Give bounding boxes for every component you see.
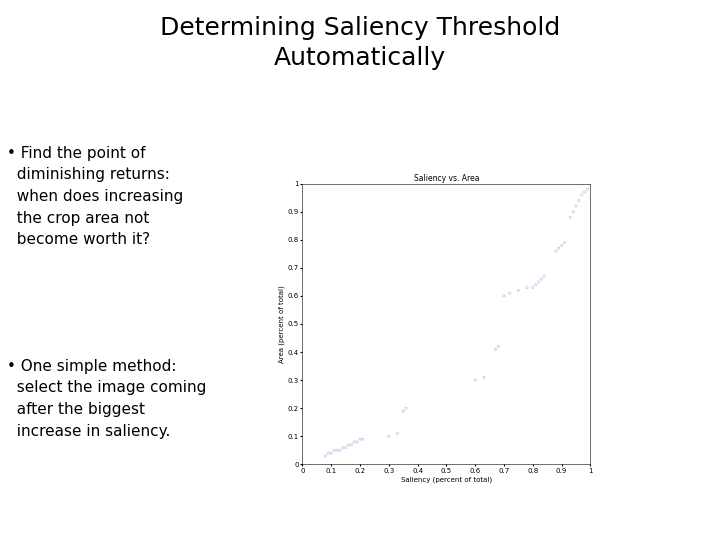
Point bbox=[564, 213, 576, 221]
Point bbox=[351, 437, 363, 446]
Point bbox=[383, 432, 395, 441]
Point bbox=[340, 443, 351, 452]
Point bbox=[533, 278, 544, 286]
Point bbox=[334, 446, 346, 455]
Text: • One simple method:
  select the image coming
  after the biggest
  increase in: • One simple method: select the image co… bbox=[7, 359, 207, 438]
Point bbox=[331, 446, 343, 455]
Point bbox=[392, 429, 403, 438]
Point bbox=[354, 435, 366, 443]
Point bbox=[478, 373, 490, 382]
Point bbox=[573, 196, 585, 205]
Point bbox=[536, 275, 547, 284]
Text: Determining Saliency Threshold
Automatically: Determining Saliency Threshold Automatic… bbox=[160, 16, 560, 70]
Point bbox=[323, 449, 334, 457]
Point bbox=[513, 286, 524, 295]
Point bbox=[585, 179, 596, 188]
Point bbox=[559, 238, 570, 247]
Point bbox=[521, 283, 533, 292]
Point bbox=[567, 207, 579, 216]
Point bbox=[343, 441, 354, 449]
Point bbox=[320, 451, 331, 460]
Point bbox=[469, 376, 481, 384]
Point bbox=[498, 292, 510, 300]
Point bbox=[556, 241, 567, 249]
Point bbox=[550, 247, 562, 255]
X-axis label: Saliency (percent of total): Saliency (percent of total) bbox=[401, 477, 492, 483]
Point bbox=[539, 272, 550, 281]
Point bbox=[348, 437, 360, 446]
Point bbox=[527, 283, 539, 292]
Point bbox=[346, 441, 357, 449]
Point bbox=[490, 345, 501, 354]
Text: • Find the point of
  diminishing returns:
  when does increasing
  the crop are: • Find the point of diminishing returns:… bbox=[7, 146, 184, 247]
Point bbox=[570, 202, 582, 211]
Point bbox=[328, 446, 340, 455]
Y-axis label: Area (percent of total): Area (percent of total) bbox=[279, 285, 285, 363]
Point bbox=[530, 280, 541, 289]
Point bbox=[582, 185, 593, 193]
Point bbox=[576, 191, 588, 199]
Point bbox=[397, 407, 409, 415]
Point bbox=[325, 449, 337, 457]
Point bbox=[357, 435, 369, 443]
Point bbox=[337, 443, 348, 452]
Point bbox=[400, 404, 412, 413]
Point bbox=[579, 188, 590, 197]
Point bbox=[492, 342, 504, 351]
Point bbox=[504, 289, 516, 298]
Title: Saliency vs. Area: Saliency vs. Area bbox=[414, 174, 479, 183]
Point bbox=[553, 244, 564, 253]
